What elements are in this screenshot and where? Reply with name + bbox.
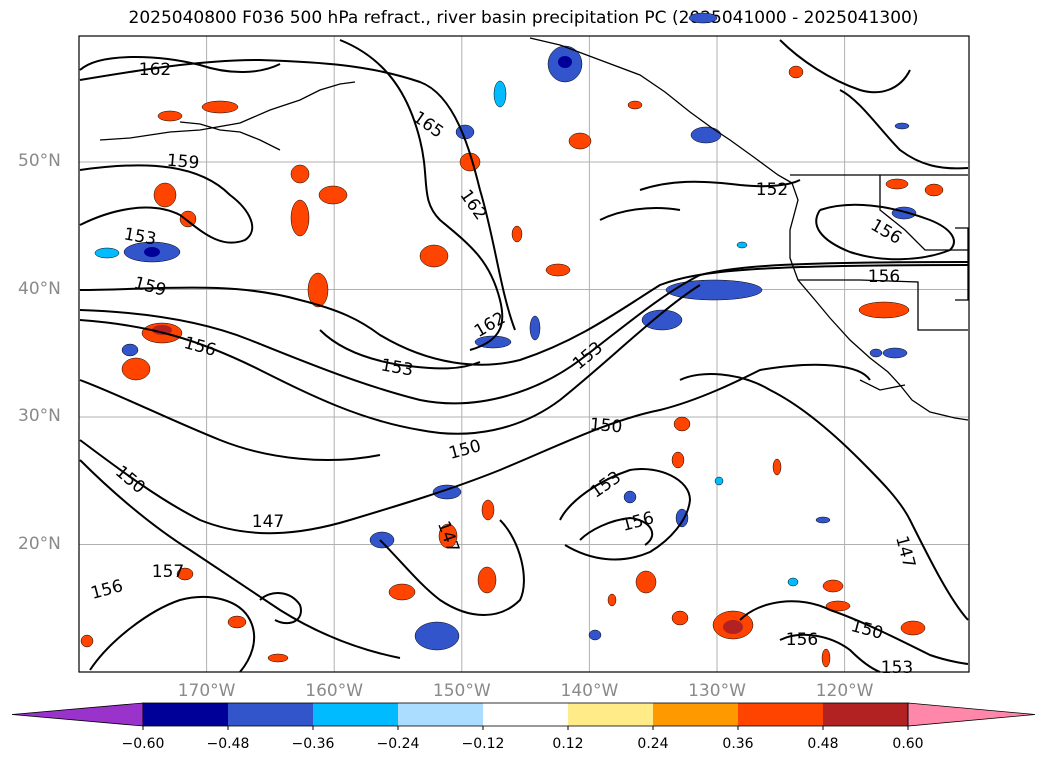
colorbar-segment xyxy=(398,703,483,726)
plot-frame xyxy=(78,35,970,673)
colorbar-segment xyxy=(228,703,313,726)
contour-label: 152 xyxy=(756,180,788,200)
map-title: 2025040800 F036 500 hPa refract., river … xyxy=(128,8,919,28)
contour-label: 159 xyxy=(166,151,200,174)
colorbar-extend-min xyxy=(11,702,144,727)
contour-label: 162 xyxy=(139,60,171,80)
longitude-label: 130°W xyxy=(688,681,746,701)
longitude-label: 150°W xyxy=(432,681,491,701)
colorbar-segment xyxy=(738,703,823,726)
colorbar-tick-label: 0.12 xyxy=(552,736,584,752)
colorbar-tick-label: 0.24 xyxy=(637,736,669,752)
longitude-label: 140°W xyxy=(560,681,619,701)
latitude-label: 30°N xyxy=(18,406,61,426)
height-contours xyxy=(79,39,969,673)
colorbar-tick-label: −0.24 xyxy=(376,736,420,752)
colorbar-segment xyxy=(313,703,398,726)
colorbar-segment xyxy=(483,703,568,726)
colorbar-tick-label: 0.36 xyxy=(722,736,754,752)
colorbar-tick-label: −0.12 xyxy=(461,736,505,752)
longitude-label: 120°W xyxy=(815,681,874,701)
contour-label: 156 xyxy=(868,267,900,287)
colorbar-tick-label: −0.60 xyxy=(121,736,165,752)
contour-label: 157 xyxy=(152,562,184,582)
colorbar-extend-max xyxy=(907,702,1036,727)
contour-label: 150 xyxy=(589,415,623,438)
longitude-label: 170°W xyxy=(177,681,236,701)
colorbar-segment xyxy=(653,703,738,726)
colorbar-tick-label: −0.48 xyxy=(206,736,250,752)
colorbar-tick-label: 0.60 xyxy=(892,736,924,752)
colorbar-tick-label: 0.48 xyxy=(807,736,839,752)
coastlines xyxy=(99,37,969,421)
longitude-label: 160°W xyxy=(305,681,364,701)
contour-label: 156 xyxy=(786,630,818,650)
contour-label: 147 xyxy=(252,512,284,532)
colorbar-tick-label: −0.36 xyxy=(291,736,335,752)
latitude-label: 20°N xyxy=(18,533,61,554)
latitude-label: 50°N xyxy=(18,151,61,171)
latitude-label: 40°N xyxy=(18,278,61,299)
colorbar-segment xyxy=(143,703,228,726)
colorbar-segment xyxy=(823,703,908,726)
contour-label: 153 xyxy=(881,658,913,678)
colorbar-frame xyxy=(142,702,909,727)
colorbar-segment xyxy=(568,703,653,726)
